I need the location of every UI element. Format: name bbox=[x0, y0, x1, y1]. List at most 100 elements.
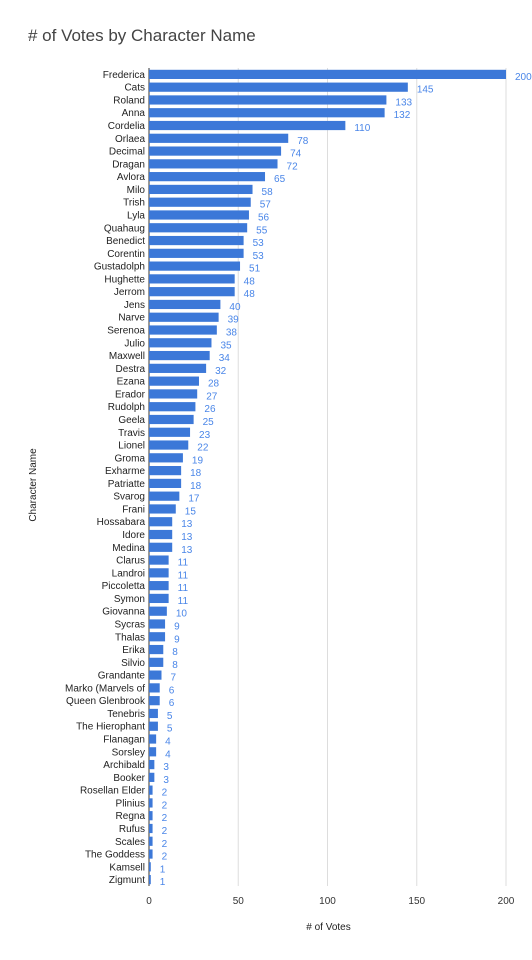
value-label: 55 bbox=[256, 225, 268, 236]
bar bbox=[149, 823, 153, 834]
bar bbox=[149, 274, 235, 284]
category-label: Patriatte bbox=[108, 479, 146, 490]
value-label: 34 bbox=[219, 353, 231, 364]
value-label: 11 bbox=[178, 558, 189, 569]
category-label: Thalas bbox=[115, 632, 145, 643]
category-label: Exharme bbox=[105, 466, 145, 477]
category-label: Frani bbox=[122, 504, 145, 515]
bar bbox=[149, 529, 173, 540]
value-label: 3 bbox=[163, 762, 169, 773]
bar bbox=[149, 644, 164, 655]
category-label: Groma bbox=[114, 453, 145, 464]
category-label: Trish bbox=[123, 198, 145, 209]
value-label: 4 bbox=[165, 737, 171, 748]
value-label: 26 bbox=[204, 404, 216, 415]
category-label: Travis bbox=[118, 428, 145, 439]
y-axis-title: Character Name bbox=[28, 448, 39, 522]
bar bbox=[149, 414, 194, 425]
bar bbox=[149, 427, 191, 437]
value-label: 7 bbox=[170, 673, 176, 684]
value-label: 2 bbox=[162, 813, 168, 824]
category-label: Giovanna bbox=[102, 607, 145, 618]
category-label: Frederica bbox=[103, 70, 146, 81]
category-label: Erika bbox=[122, 645, 145, 656]
bar bbox=[149, 849, 153, 859]
bar bbox=[149, 440, 189, 450]
category-label: Lionel bbox=[118, 441, 145, 452]
value-label: 13 bbox=[181, 519, 193, 530]
bar bbox=[149, 350, 210, 361]
category-label: Orlaea bbox=[115, 134, 145, 145]
value-label: 39 bbox=[228, 315, 240, 326]
bar bbox=[149, 593, 169, 604]
bar bbox=[149, 159, 278, 169]
category-label: Idore bbox=[122, 530, 145, 541]
bar bbox=[149, 862, 151, 872]
bar bbox=[149, 517, 173, 527]
value-label: 58 bbox=[262, 187, 274, 198]
category-label: Grandante bbox=[98, 671, 146, 682]
category-label: Piccoletta bbox=[102, 581, 146, 592]
category-label: Erador bbox=[115, 389, 146, 400]
bar bbox=[149, 772, 155, 782]
bar bbox=[149, 696, 160, 706]
bar bbox=[149, 325, 217, 335]
x-tick-label: 200 bbox=[498, 896, 515, 907]
bar bbox=[149, 133, 289, 143]
bar bbox=[149, 747, 157, 757]
value-label: 38 bbox=[226, 328, 238, 339]
bar bbox=[149, 670, 162, 680]
category-label: Decimal bbox=[109, 147, 145, 158]
category-label: Symon bbox=[114, 594, 145, 605]
value-label: 6 bbox=[169, 698, 175, 709]
category-label: Jerrom bbox=[114, 287, 145, 298]
bar bbox=[149, 223, 248, 233]
bar bbox=[149, 376, 199, 386]
value-label: 78 bbox=[297, 136, 309, 147]
bar bbox=[149, 146, 282, 156]
bar bbox=[149, 581, 169, 591]
bar bbox=[149, 683, 160, 693]
category-label: Scales bbox=[115, 837, 145, 848]
bar bbox=[149, 466, 182, 476]
category-label: Maxwell bbox=[109, 351, 145, 362]
bar bbox=[149, 453, 183, 463]
value-label: 65 bbox=[274, 174, 286, 185]
category-label: Avlora bbox=[117, 172, 146, 183]
category-label: Archibald bbox=[103, 760, 145, 771]
value-label: 23 bbox=[199, 430, 211, 441]
category-label: Marko (Marvels of bbox=[65, 683, 145, 694]
value-label: 11 bbox=[178, 570, 189, 581]
value-label: 1 bbox=[160, 877, 166, 888]
bar bbox=[149, 811, 153, 821]
value-label: 2 bbox=[162, 800, 168, 811]
value-label: 48 bbox=[244, 276, 256, 287]
bar bbox=[149, 734, 157, 744]
bar bbox=[149, 708, 158, 719]
bar bbox=[149, 478, 182, 488]
bar bbox=[149, 235, 244, 246]
value-label: 72 bbox=[287, 161, 299, 172]
bar bbox=[149, 798, 153, 808]
value-label: 5 bbox=[167, 711, 173, 722]
bar bbox=[149, 542, 173, 552]
chart-title: # of Votes by Character Name bbox=[28, 26, 256, 45]
category-label: Geela bbox=[118, 415, 145, 426]
bar bbox=[149, 184, 253, 195]
bar bbox=[149, 785, 153, 795]
category-label: Ezana bbox=[117, 377, 146, 388]
value-label: 18 bbox=[190, 468, 202, 479]
x-tick-label: 100 bbox=[319, 896, 336, 907]
bar bbox=[149, 69, 506, 79]
bar bbox=[149, 363, 207, 373]
bar bbox=[149, 568, 169, 578]
bar bbox=[149, 504, 176, 514]
value-label: 133 bbox=[395, 97, 412, 108]
value-label: 5 bbox=[167, 724, 173, 735]
value-label: 32 bbox=[215, 366, 227, 377]
bar bbox=[149, 759, 155, 770]
category-label: Silvio bbox=[121, 658, 145, 669]
value-label: 6 bbox=[169, 685, 175, 696]
value-label: 40 bbox=[229, 302, 241, 313]
